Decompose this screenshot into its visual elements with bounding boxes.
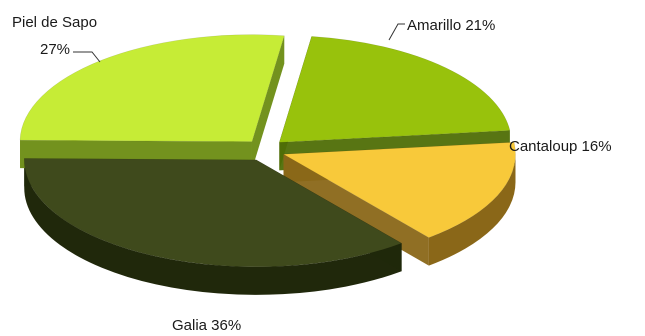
slice-amarillo: [278, 36, 511, 143]
slice-galia: [23, 158, 403, 268]
leader-piel-de-sapo: [73, 51, 101, 63]
leader-amarillo: [388, 23, 405, 41]
label-piel-de-sapo-line1: Piel de Sapo: [12, 14, 97, 31]
slice-cantaloup: [282, 142, 516, 238]
label-cantaloup: Cantaloup 16%: [509, 138, 612, 155]
edge-piel-de-sapo-1: [251, 35, 285, 170]
leader-lines: [73, 23, 405, 63]
label-amarillo: Amarillo 21%: [407, 17, 495, 34]
label-piel-de-sapo-line2: 27%: [40, 41, 70, 58]
pie-slices: [19, 34, 516, 268]
label-galia: Galia 36%: [172, 317, 241, 334]
edge-cantaloup-1: [283, 154, 429, 266]
side-cantaloup: [428, 154, 516, 266]
side-galia: [24, 159, 402, 295]
slice-piel-de-sapo: [19, 34, 285, 142]
